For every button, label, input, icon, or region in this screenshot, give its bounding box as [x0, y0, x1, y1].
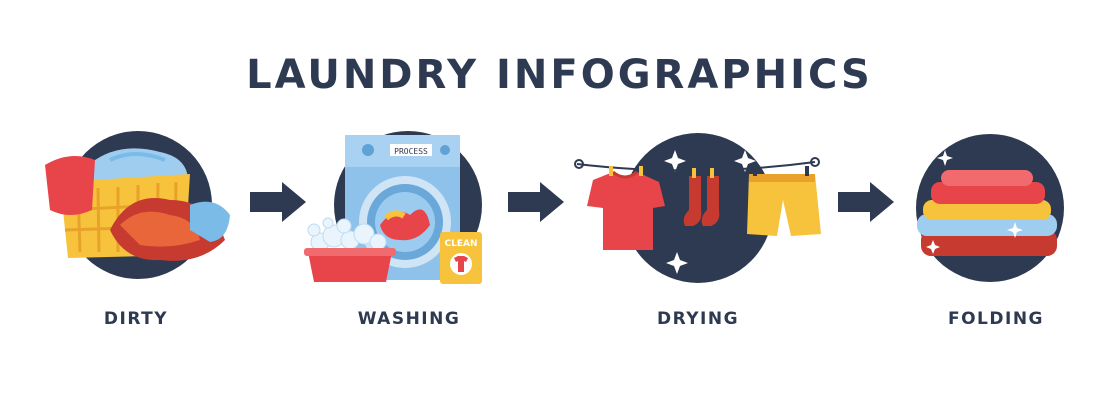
page-title: LAUNDRY INFOGRAPHICS [246, 52, 873, 98]
clothesline-icon [574, 133, 821, 283]
folded-stack-icon [916, 134, 1064, 282]
step-dirty [40, 130, 230, 280]
laundry-basket-icon [45, 131, 230, 279]
arrow-right-icon [508, 182, 564, 226]
arrow-right-icon [250, 182, 306, 226]
machine-display-text: PROCESS [394, 147, 428, 156]
step-washing: PROCESS CLEAN [300, 130, 490, 290]
arrow-right-icon [838, 182, 894, 226]
washing-machine-icon: PROCESS CLEAN [304, 131, 482, 284]
step-label-dirty: DIRTY [103, 309, 169, 329]
step-label-folding: FOLDING [947, 309, 1044, 329]
step-label-washing: WASHING [357, 309, 461, 329]
step-folding [905, 130, 1075, 290]
step-label-drying: DRYING [656, 309, 740, 329]
step-drying [565, 130, 845, 290]
detergent-box-text: CLEAN [445, 239, 478, 249]
